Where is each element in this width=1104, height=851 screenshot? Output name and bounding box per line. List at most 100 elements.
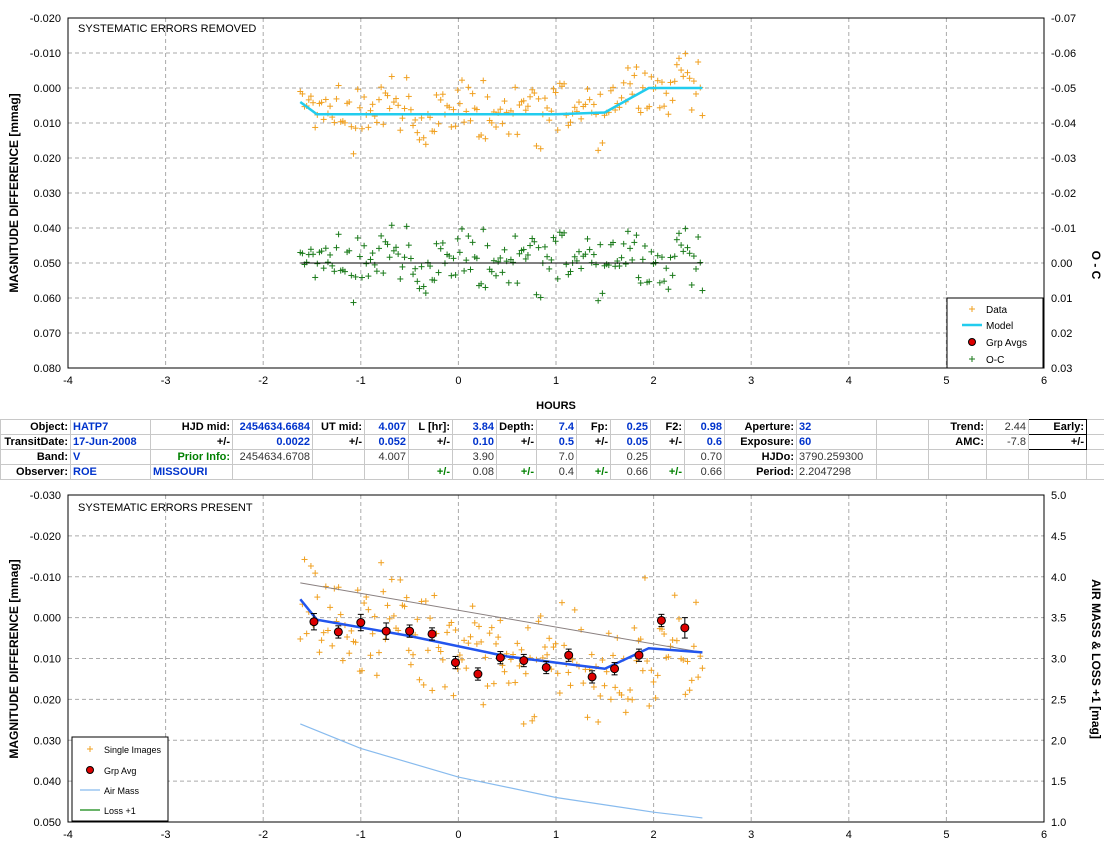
info-cell bbox=[576, 449, 611, 465]
info-cell: 0.05 bbox=[610, 434, 651, 450]
info-cell: +/- bbox=[576, 464, 611, 480]
y2-tick-label: 4.0 bbox=[1051, 572, 1066, 584]
y2-tick-label: -0.03 bbox=[1051, 153, 1076, 165]
info-cell: 2.44 bbox=[986, 419, 1029, 435]
chart-title: SYSTEMATIC ERRORS REMOVED bbox=[78, 23, 256, 35]
info-row: Object: HATP7 HJD mid: 2454634.6684 UT mid: 4… bbox=[0, 419, 1104, 435]
info-table: Object: HATP7 HJD mid: 2454634.6684 UT mid: 4… bbox=[0, 419, 1104, 480]
info-cell: Fp: bbox=[576, 419, 611, 435]
grp-avg-point bbox=[381, 626, 391, 636]
info-cell bbox=[876, 464, 929, 480]
info-cell: Early: bbox=[1028, 419, 1087, 435]
y2-tick-label: 3.0 bbox=[1051, 654, 1066, 666]
y-tick-label: 0.010 bbox=[33, 654, 61, 666]
chart-title: SYSTEMATIC ERRORS PRESENT bbox=[78, 502, 253, 514]
group-averages bbox=[309, 613, 690, 684]
info-cell: +/- bbox=[408, 464, 453, 480]
info-cell: 3790.259300 bbox=[796, 449, 877, 465]
info-cell: 7.0 bbox=[536, 449, 577, 465]
single-image-points bbox=[297, 556, 706, 727]
info-cell: 2454634.6684 bbox=[232, 419, 313, 435]
x-tick-label: 0 bbox=[455, 829, 461, 841]
grp-avg-point bbox=[427, 629, 437, 639]
y-tick-label: -0.010 bbox=[30, 572, 61, 584]
x-tick-label: 1 bbox=[553, 375, 559, 387]
info-cell: 60 bbox=[796, 434, 877, 450]
x-tick-label: 3 bbox=[748, 829, 754, 841]
oc-points bbox=[297, 222, 706, 306]
info-cell bbox=[986, 449, 1029, 465]
legend-label: Model bbox=[986, 321, 1013, 332]
y2-tick-label: 0.01 bbox=[1051, 293, 1072, 305]
info-cell bbox=[496, 449, 537, 465]
info-cell bbox=[364, 464, 409, 480]
info-cell: Trend: bbox=[928, 419, 987, 435]
info-cell: +/- bbox=[312, 434, 365, 450]
info-cell: Depth: bbox=[496, 419, 537, 435]
info-cell: Object: bbox=[0, 419, 71, 435]
x-tick-label: -3 bbox=[161, 829, 171, 841]
x-tick-label: 1 bbox=[553, 829, 559, 841]
info-cell: V bbox=[70, 449, 151, 465]
legend-grp-icon bbox=[968, 338, 976, 346]
info-cell bbox=[312, 449, 365, 465]
y-tick-label: 0.020 bbox=[33, 153, 61, 165]
legend-label: Air Mass bbox=[104, 786, 140, 796]
model-line bbox=[299, 86, 703, 116]
plot-frame bbox=[67, 494, 1045, 823]
info-cell bbox=[1028, 464, 1087, 480]
y2-tick-label: 2.5 bbox=[1051, 694, 1066, 706]
y2-tick-label: -0.07 bbox=[1051, 13, 1076, 25]
info-cell: UT mid: bbox=[312, 419, 365, 435]
info-cell bbox=[876, 449, 929, 465]
y-tick-label: 0.040 bbox=[33, 776, 61, 788]
legend-label: Loss +1 bbox=[104, 806, 136, 816]
info-cell bbox=[876, 434, 929, 450]
grp-avg-point bbox=[587, 672, 597, 682]
y-tick-label: 0.010 bbox=[33, 118, 61, 130]
y2-tick-label: 3.5 bbox=[1051, 613, 1066, 625]
legend-label: Grp Avg bbox=[104, 766, 136, 776]
grp-avg-point bbox=[450, 658, 460, 668]
info-cell bbox=[1086, 449, 1104, 465]
x-tick-label: -2 bbox=[258, 829, 268, 841]
info-cell: TransitDate: bbox=[0, 434, 71, 450]
grp-avg-point bbox=[405, 626, 415, 636]
info-cell: +/- bbox=[408, 434, 453, 450]
grp-avg-point bbox=[610, 664, 620, 674]
info-cell: 3.4 bbox=[1086, 419, 1104, 435]
grp-avg-point bbox=[634, 650, 644, 660]
grp-avg-point bbox=[473, 669, 483, 679]
trend-line bbox=[300, 582, 703, 653]
info-cell: HJDo: bbox=[724, 449, 797, 465]
x-tick-label: 6 bbox=[1041, 829, 1047, 841]
y-tick-label: -0.010 bbox=[30, 48, 61, 60]
y2-tick-label: 1.0 bbox=[1051, 817, 1066, 829]
x-tick-label: 3 bbox=[748, 375, 754, 387]
info-cell: HATP7 bbox=[70, 419, 151, 435]
info-cell: ROE bbox=[70, 464, 151, 480]
y-tick-label: -0.020 bbox=[30, 13, 61, 25]
top-chart: -4 -3 -2 -1 0 1 2 3 4 5 6 -0.020 -0.010 0.000 0.010 0.0… bbox=[7, 13, 1103, 412]
y-tick-label: 0.070 bbox=[33, 328, 61, 340]
grp-avg-point bbox=[656, 615, 666, 625]
x-tick-label: 6 bbox=[1041, 375, 1047, 387]
info-row: Band: V Prior Info: 2454634.6708 4.007 3.90 7.… bbox=[0, 449, 1104, 465]
legend-label: Grp Avgs bbox=[986, 338, 1027, 349]
info-cell: -7.8 bbox=[986, 434, 1029, 450]
grp-avg-point bbox=[333, 627, 343, 637]
info-cell: Exposure: bbox=[724, 434, 797, 450]
info-cell: +/- bbox=[650, 434, 685, 450]
y-tick-label: 0.050 bbox=[33, 817, 61, 829]
y2-axis-label: O - C bbox=[1089, 251, 1103, 280]
y2-tick-label: -0.05 bbox=[1051, 83, 1076, 95]
x-tick-label: 2 bbox=[651, 829, 657, 841]
info-row: TransitDate: 17-Jun-2008 +/- 0.0022 +/- 0.052… bbox=[0, 434, 1104, 450]
info-cell bbox=[876, 419, 929, 435]
y-tick-label: 0.030 bbox=[33, 188, 61, 200]
grp-avg-point bbox=[564, 650, 574, 660]
info-cell: 0.66 bbox=[684, 464, 725, 480]
info-cell: 0.0022 bbox=[232, 434, 313, 450]
info-cell: 7.4 bbox=[536, 419, 577, 435]
info-cell: 0.052 bbox=[364, 434, 409, 450]
